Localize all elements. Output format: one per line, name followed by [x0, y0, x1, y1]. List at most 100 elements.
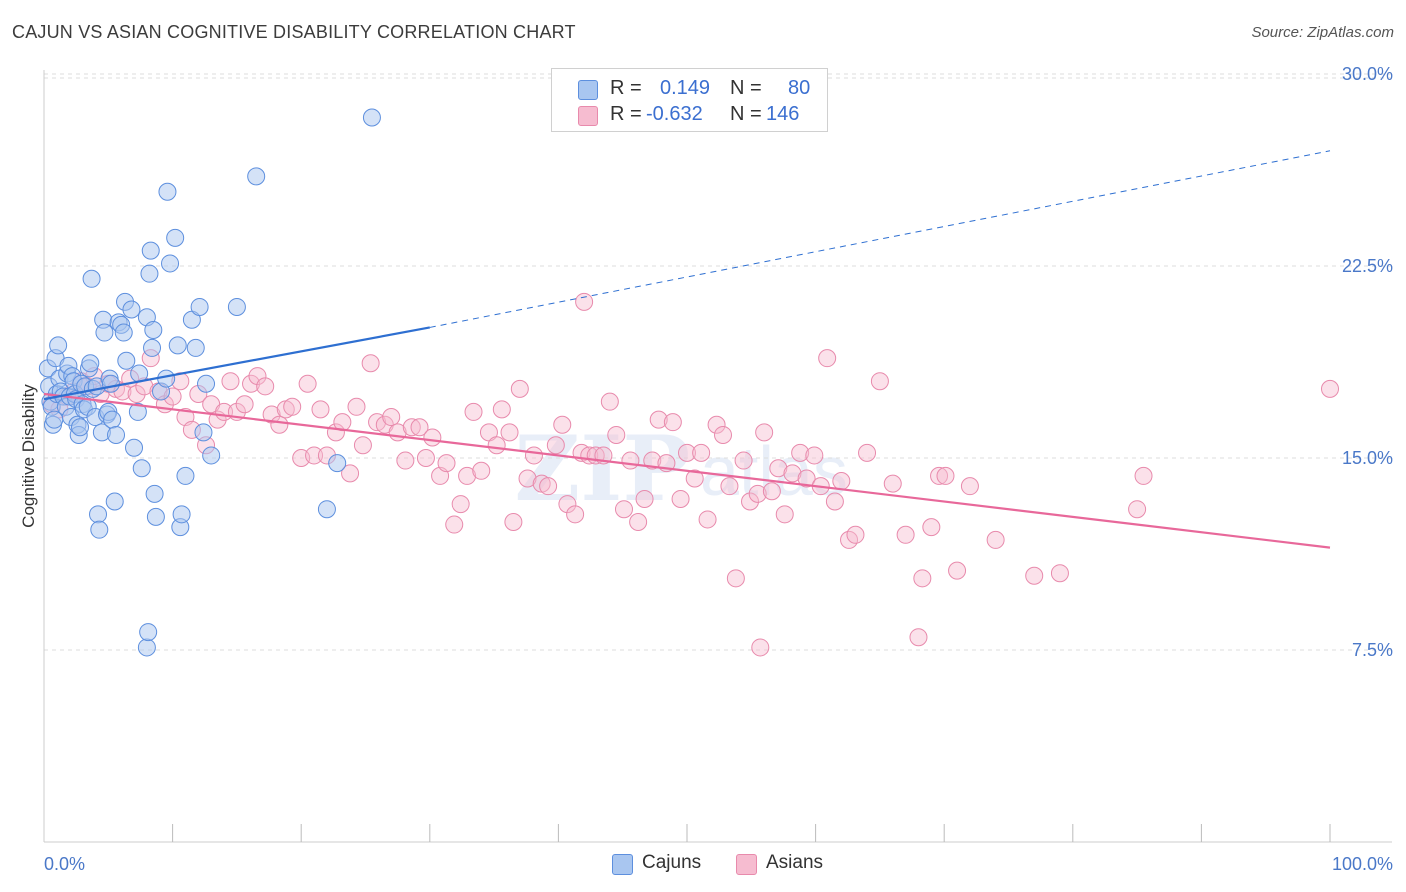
asian-point	[707, 415, 726, 434]
cajun-swatch	[578, 80, 598, 100]
asian-point	[896, 525, 915, 544]
cajun-point	[103, 410, 122, 429]
asian-point	[262, 405, 281, 424]
asian-point	[832, 472, 851, 491]
asian-point	[437, 454, 456, 473]
r-value: -0.632	[646, 103, 703, 125]
cajun-point	[95, 323, 114, 342]
asian-point	[649, 410, 668, 429]
cajun-point	[105, 492, 124, 511]
cajun-point	[161, 254, 180, 273]
cajun-point	[247, 167, 266, 186]
asian-point	[621, 451, 640, 470]
cajun-point	[328, 454, 347, 473]
cajun-point	[317, 500, 336, 519]
cajun-point	[140, 264, 159, 283]
asian-point	[720, 477, 739, 496]
axes	[43, 70, 1392, 843]
asian-points	[42, 292, 1339, 657]
cajun-point	[143, 338, 162, 357]
asian-point	[305, 446, 324, 465]
cajun-point	[90, 520, 109, 539]
cajun-point	[227, 297, 246, 316]
y-tick-label: 7.5%	[1352, 640, 1393, 660]
cajun-point	[168, 336, 187, 355]
asian-point	[751, 638, 770, 657]
asian-point	[518, 469, 537, 488]
asian-point	[256, 377, 275, 396]
asian-point	[558, 495, 577, 514]
cajun-point	[172, 505, 191, 524]
asian-point	[298, 374, 317, 393]
cajun-point	[114, 323, 133, 342]
asian-point	[607, 425, 626, 444]
asian-point	[410, 418, 429, 437]
asian-point	[311, 400, 330, 419]
asian-point	[775, 505, 794, 524]
asian-point	[539, 477, 558, 496]
cajun-points	[38, 108, 381, 657]
asian-point	[600, 392, 619, 411]
cajun-point	[137, 638, 156, 657]
r-label: R =	[610, 103, 642, 125]
asian-point	[510, 379, 529, 398]
y-tick-labels: 7.5% 15.0% 22.5% 30.0%	[1342, 64, 1393, 660]
asian-point	[762, 482, 781, 501]
asian-point	[235, 395, 254, 414]
asian-point	[986, 530, 1005, 549]
asian-point	[913, 569, 932, 588]
asian-point	[575, 292, 594, 311]
cajun-swatch	[612, 854, 633, 875]
legend-label-cajuns: Cajuns	[642, 852, 702, 873]
asian-point	[1134, 466, 1153, 485]
asian-point	[614, 500, 633, 519]
asian-point	[678, 443, 696, 462]
asian-point	[1321, 379, 1339, 398]
cajun-point	[132, 459, 151, 478]
cajun-point	[362, 108, 381, 127]
asian-point	[909, 628, 928, 647]
asian-point	[714, 425, 733, 444]
asian-point	[361, 354, 380, 373]
cajun-point	[89, 505, 108, 524]
asian-point	[870, 372, 889, 391]
asian-point	[347, 397, 366, 416]
cajun-point	[202, 446, 221, 465]
y-axis-label: Cognitive Disability	[19, 384, 38, 528]
asian-point	[930, 466, 949, 485]
asian-point	[353, 436, 372, 455]
asian-point	[270, 415, 289, 434]
asian-point	[464, 402, 483, 421]
asian-point	[769, 459, 788, 478]
asian-point	[741, 492, 760, 511]
asian-point	[1025, 566, 1044, 585]
cajun-point	[194, 423, 213, 442]
y-tick-label: 15.0%	[1342, 448, 1393, 468]
trend-lines	[43, 150, 1331, 549]
asian-point	[726, 569, 745, 588]
cajun-point	[101, 374, 120, 393]
r-label: R =	[610, 77, 642, 99]
asian-point	[396, 451, 415, 470]
correlation-legend: R = 0.149 N = 80 R = -0.632 N = 146	[551, 68, 828, 132]
asian-point	[341, 464, 360, 483]
asian-point	[791, 443, 810, 462]
asian-point	[663, 413, 682, 432]
asian-point	[671, 489, 690, 508]
asian-point	[922, 518, 941, 537]
cajun-point	[49, 336, 68, 355]
asian-point	[382, 408, 401, 427]
asian-trend-line	[43, 392, 1331, 549]
n-value: 80	[788, 77, 811, 99]
asian-swatch	[578, 106, 598, 126]
watermark: ZIP atlas	[515, 416, 848, 522]
asian-point	[960, 477, 979, 496]
asian-point	[1128, 500, 1147, 519]
asian-point	[283, 397, 302, 416]
r-value: 0.149	[660, 77, 711, 99]
asian-point	[698, 510, 717, 529]
asian-point	[685, 469, 704, 488]
cajun-point	[139, 623, 158, 642]
asian-point	[458, 466, 477, 485]
